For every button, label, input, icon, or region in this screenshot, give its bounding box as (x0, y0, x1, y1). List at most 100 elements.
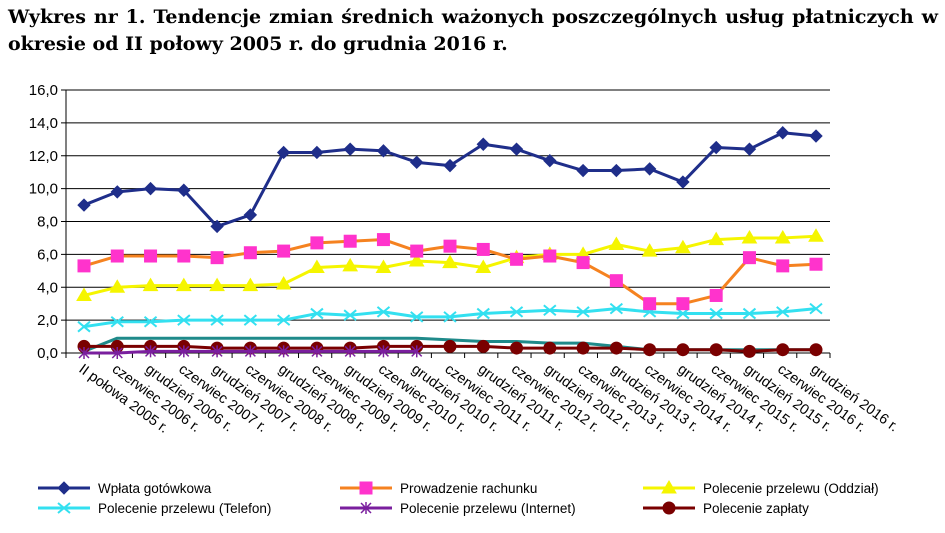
marker-stroke (143, 316, 158, 328)
data-point (410, 311, 424, 323)
legend-label: Prowadzenie rachunku (400, 481, 537, 496)
data-point (475, 259, 492, 274)
data-point (311, 345, 323, 358)
y-tick-label: 14,0 (29, 115, 58, 132)
marker-stroke (809, 302, 823, 315)
data-point (676, 175, 690, 189)
data-point (110, 249, 124, 263)
data-point (709, 343, 723, 357)
marker-stroke (509, 306, 524, 318)
legend-marker (57, 502, 71, 514)
data-point (774, 229, 791, 244)
legend-label: Wpłata gotówkowa (98, 481, 212, 496)
data-point (642, 162, 657, 176)
data-point (509, 306, 524, 318)
data-point (742, 251, 756, 265)
data-point (676, 343, 690, 357)
data-point (110, 185, 124, 199)
data-point (443, 311, 457, 323)
data-point (442, 254, 458, 269)
data-point (609, 274, 623, 288)
data-point (276, 314, 291, 326)
data-point (242, 277, 259, 292)
legend-marker (360, 502, 372, 514)
legend-label: Polecenie przelewu (Telefon) (98, 501, 271, 516)
series-5 (78, 345, 423, 359)
data-point (142, 277, 159, 292)
data-point (76, 287, 92, 301)
series-line (83, 131, 817, 228)
y-axis-ticks: 0,0 2,0 4,0 6,0 8,0 10,0 12,0 14,0 16,0 (29, 82, 66, 362)
marker-stroke (443, 311, 457, 323)
y-tick-label: 0,0 (37, 345, 58, 362)
data-point (543, 249, 557, 263)
data-point (443, 158, 457, 173)
data-point (643, 343, 657, 357)
data-point (609, 163, 624, 178)
data-point (376, 306, 391, 318)
data-point (509, 142, 524, 156)
data-point (376, 233, 390, 247)
legend: Wpłata gotówkowa Prowadzenie rachunku Pole… (38, 480, 879, 516)
marker-stroke (243, 314, 258, 326)
legend-marker (359, 481, 373, 495)
data-point (310, 145, 324, 160)
series-2 (77, 233, 823, 311)
data-point (708, 231, 725, 246)
marker-stroke (776, 306, 790, 318)
data-point (742, 142, 757, 156)
legend-entry: Prowadzenie rachunku (340, 481, 537, 496)
marker-stroke (709, 307, 723, 320)
marker-stroke (77, 320, 91, 333)
data-point (576, 256, 590, 270)
data-point (709, 140, 723, 155)
data-point (476, 242, 490, 256)
data-point (243, 208, 258, 222)
y-tick-label: 2,0 (37, 312, 58, 329)
series-1 (77, 126, 823, 234)
legend-marker (57, 481, 71, 495)
legend-entry: Polecenie przelewu (Internet) (340, 501, 576, 516)
legend-entry: Polecenie przelewu (Telefon) (38, 501, 271, 516)
data-point (377, 345, 389, 358)
data-point (277, 244, 291, 258)
y-tick-label: 12,0 (29, 148, 58, 165)
data-point (143, 181, 158, 196)
data-point (210, 251, 224, 265)
data-point (177, 314, 191, 326)
marker-stroke (410, 311, 424, 323)
marker-stroke (310, 307, 324, 320)
data-point (741, 229, 758, 244)
data-point (776, 343, 790, 357)
data-point (375, 259, 392, 274)
legend-entry: Wpłata gotówkowa (38, 481, 212, 496)
data-point (343, 142, 357, 156)
y-tick-label: 8,0 (37, 214, 58, 231)
legend-label: Polecenie przelewu (Oddział) (703, 481, 879, 496)
data-point (576, 341, 590, 355)
y-tick-label: 16,0 (29, 82, 58, 99)
data-point (177, 249, 191, 263)
legend-marker (662, 501, 676, 515)
series-3 (76, 228, 824, 301)
legend-marker (661, 480, 677, 494)
chart-title: Wykres nr 1. Tendencje zmian średnich wa… (8, 6, 938, 55)
data-point (609, 302, 624, 315)
data-point (476, 307, 490, 320)
data-point (77, 259, 91, 273)
marker-stroke (576, 306, 590, 318)
legend-entry: Polecenie zapłaty (643, 501, 809, 516)
y-tick-label: 10,0 (29, 181, 58, 198)
data-point (576, 306, 590, 318)
y-tick-label: 6,0 (37, 246, 58, 263)
data-point (210, 314, 224, 326)
data-point (410, 155, 424, 170)
data-point (676, 297, 690, 311)
data-point (476, 339, 490, 353)
data-point (809, 343, 823, 357)
data-point (77, 320, 91, 333)
data-point (243, 246, 257, 260)
data-point (111, 347, 123, 359)
data-point (543, 341, 557, 355)
data-point (109, 279, 126, 293)
